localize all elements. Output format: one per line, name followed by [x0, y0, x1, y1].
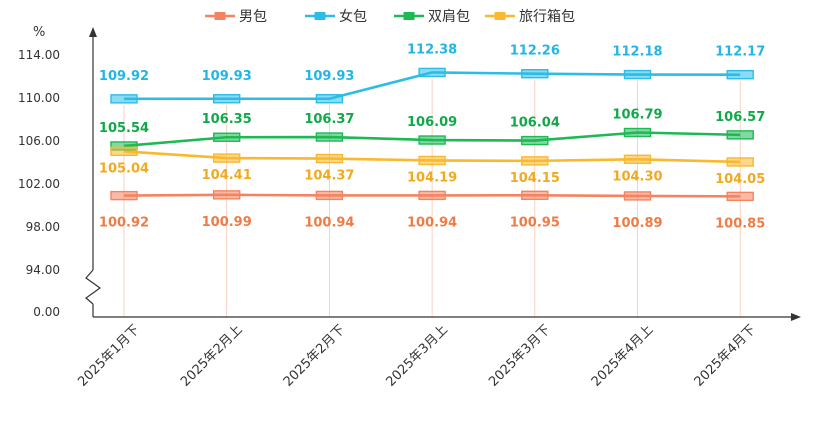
axis-break-icon [85, 269, 102, 305]
data-label: 100.94 [304, 215, 354, 230]
data-point-marker [315, 132, 344, 142]
legend-swatch-marker [214, 12, 226, 20]
x-category-label: 2025年2月上 [178, 322, 245, 389]
data-label: 100.85 [715, 216, 765, 231]
series-markers [110, 67, 754, 202]
data-point-marker [315, 153, 344, 164]
data-point-marker [418, 190, 446, 201]
data-point-marker [110, 146, 138, 157]
legend: 男包 女包 双肩包 旅行箱包 [205, 8, 575, 25]
x-category-label: 2025年2月下 [281, 322, 348, 389]
data-point-marker [110, 94, 138, 104]
y-tick-label: 110.00 [18, 91, 60, 105]
data-label: 100.99 [202, 215, 252, 230]
x-category-label: 2025年3月上 [383, 322, 450, 389]
data-label: 109.93 [202, 69, 252, 84]
y-tick-labels: 0.00 94.00 98.00 102.00 106.00 110.00 114.00 [18, 48, 60, 319]
y-unit-label: % [33, 25, 45, 40]
data-labels: 100.92 100.99 100.94 100.94 100.95 100.89 100.… [99, 42, 765, 231]
data-point-marker [418, 67, 446, 78]
data-label: 106.09 [407, 115, 457, 130]
data-point-marker [315, 94, 344, 104]
data-point-marker [212, 190, 241, 200]
data-point-marker [212, 132, 241, 142]
y-tick-label: 98.00 [26, 220, 60, 234]
data-point-marker [726, 130, 754, 140]
x-category-label: 2025年1月下 [75, 322, 142, 389]
data-label: 112.18 [612, 45, 662, 60]
data-label: 106.37 [304, 112, 354, 127]
data-label: 112.26 [510, 44, 560, 59]
legend-label: 男包 [239, 9, 267, 25]
data-label: 100.92 [99, 216, 149, 231]
data-point-marker [521, 190, 549, 200]
data-label: 106.57 [715, 110, 765, 125]
y-tick-label: 114.00 [18, 48, 60, 62]
data-point-marker [521, 135, 549, 146]
data-label: 105.04 [99, 161, 149, 176]
data-label: 109.93 [304, 69, 354, 84]
data-point-marker [315, 190, 344, 201]
data-point-marker [418, 155, 446, 166]
data-label: 106.79 [612, 108, 662, 123]
data-point-marker [521, 69, 549, 79]
data-label: 112.38 [407, 42, 457, 57]
legend-label: 旅行箱包 [519, 9, 575, 25]
x-category-label: 2025年4月上 [589, 322, 656, 389]
data-label: 104.37 [304, 169, 354, 184]
data-point-marker [726, 157, 754, 167]
data-label: 104.41 [202, 168, 252, 183]
y-tick-label: 102.00 [18, 177, 60, 191]
y-tick-label: 106.00 [18, 134, 60, 148]
data-point-marker [212, 153, 241, 163]
x-category-label: 2025年4月下 [692, 322, 759, 389]
legend-swatch-marker [403, 12, 415, 20]
data-label: 100.89 [612, 216, 662, 231]
y-tick-label: 94.00 [26, 263, 60, 277]
data-label: 112.17 [715, 45, 765, 60]
data-label: 100.95 [510, 215, 560, 230]
data-label: 109.92 [99, 69, 149, 84]
data-label: 100.94 [407, 215, 457, 230]
data-point-marker [623, 154, 652, 164]
data-point-marker [726, 69, 754, 80]
data-point-marker [623, 127, 652, 138]
data-point-marker [726, 191, 754, 202]
x-axis-arrow [791, 313, 801, 321]
x-category-label: 2025年3月下 [486, 322, 553, 389]
data-label: 104.05 [715, 172, 765, 187]
legend-label: 双肩包 [428, 9, 470, 25]
data-point-marker [110, 190, 138, 201]
data-point-marker [623, 191, 652, 201]
legend-swatch-marker [314, 12, 326, 20]
data-label: 105.54 [99, 121, 149, 136]
data-label: 104.19 [407, 170, 457, 185]
data-point-marker [418, 135, 446, 145]
legend-label: 女包 [339, 8, 367, 25]
data-point-marker [212, 94, 241, 104]
legend-swatch-marker [494, 12, 506, 20]
data-point-marker [521, 156, 549, 166]
data-label: 106.35 [202, 112, 252, 127]
x-category-labels: 2025年1月下 2025年2月上 2025年2月下 2025年3月上 2025年3月下… [75, 322, 759, 389]
y-axis-arrow [89, 27, 97, 37]
data-label: 106.04 [510, 116, 560, 131]
data-point-marker [623, 69, 652, 80]
data-label: 104.15 [510, 171, 560, 186]
data-label: 104.30 [612, 169, 662, 184]
axes: % [33, 25, 801, 321]
y-tick-label: 0.00 [33, 305, 60, 319]
